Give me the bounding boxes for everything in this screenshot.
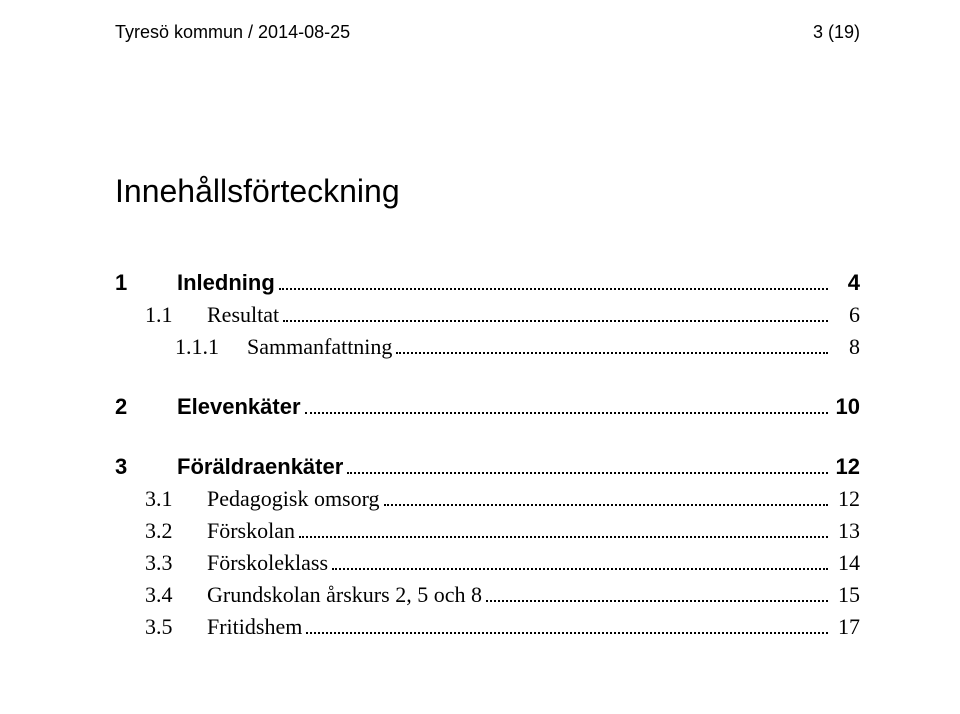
header-left: Tyresö kommun / 2014-08-25 [115, 22, 350, 43]
toc-page-number: 17 [832, 614, 860, 640]
toc-row: 1Inledning 4 [115, 270, 860, 296]
toc-number: 1.1.1 [115, 334, 247, 360]
toc-leader-dots [396, 342, 828, 354]
toc-number: 3.1 [115, 486, 207, 512]
toc-page-number: 4 [832, 270, 860, 296]
toc-number: 3.2 [115, 518, 207, 544]
toc-page-number: 15 [832, 582, 860, 608]
toc-leader-dots [347, 462, 828, 474]
toc-row: 2Elevenkäter 10 [115, 394, 860, 420]
toc-label: Fritidshem [207, 614, 302, 640]
toc-leader-dots [332, 558, 828, 570]
toc-row: 3.2Förskolan 13 [115, 518, 860, 544]
toc-label: Inledning [177, 270, 275, 296]
toc-label: Föräldraenkäter [177, 454, 343, 480]
header-right: 3 (19) [813, 22, 860, 43]
toc-number: 1.1 [115, 302, 207, 328]
toc-leader-dots [283, 310, 828, 322]
toc-number: 3.3 [115, 550, 207, 576]
toc-page-number: 14 [832, 550, 860, 576]
toc-label: Förskolan [207, 518, 295, 544]
toc-row: 3.3Förskoleklass 14 [115, 550, 860, 576]
toc-number: 2 [115, 394, 177, 420]
toc-page-number: 6 [832, 302, 860, 328]
toc-leader-dots [279, 278, 828, 290]
toc-label: Elevenkäter [177, 394, 301, 420]
toc-page-number: 10 [832, 394, 860, 420]
toc-page-number: 8 [832, 334, 860, 360]
toc-row: 3Föräldraenkäter 12 [115, 454, 860, 480]
toc-label: Resultat [207, 302, 279, 328]
page: Tyresö kommun / 2014-08-25 3 (19) Innehå… [0, 0, 960, 714]
toc-label: Förskoleklass [207, 550, 328, 576]
toc-page-number: 12 [832, 486, 860, 512]
toc-leader-dots [299, 526, 828, 538]
toc-row: 3.1Pedagogisk omsorg 12 [115, 486, 860, 512]
toc-number: 1 [115, 270, 177, 296]
toc-page-number: 12 [832, 454, 860, 480]
toc-row: 3.4Grundskolan årskurs 2, 5 och 8 15 [115, 582, 860, 608]
toc-page-number: 13 [832, 518, 860, 544]
toc-row: 1.1.1Sammanfattning 8 [115, 334, 860, 360]
page-header: Tyresö kommun / 2014-08-25 3 (19) [115, 22, 860, 43]
toc-leader-dots [384, 494, 828, 506]
toc-leader-dots [486, 590, 828, 602]
toc-number: 3 [115, 454, 177, 480]
toc: 1Inledning 4 1.1Resultat 6 1.1.1Sammanfattni… [115, 270, 860, 640]
toc-label: Grundskolan årskurs 2, 5 och 8 [207, 582, 482, 608]
toc-row: 1.1Resultat 6 [115, 302, 860, 328]
toc-number: 3.4 [115, 582, 207, 608]
toc-label: Pedagogisk omsorg [207, 486, 380, 512]
toc-title: Innehållsförteckning [115, 173, 860, 210]
toc-leader-dots [306, 622, 828, 634]
toc-leader-dots [305, 402, 828, 414]
toc-row: 3.5Fritidshem 17 [115, 614, 860, 640]
toc-label: Sammanfattning [247, 334, 392, 360]
toc-number: 3.5 [115, 614, 207, 640]
